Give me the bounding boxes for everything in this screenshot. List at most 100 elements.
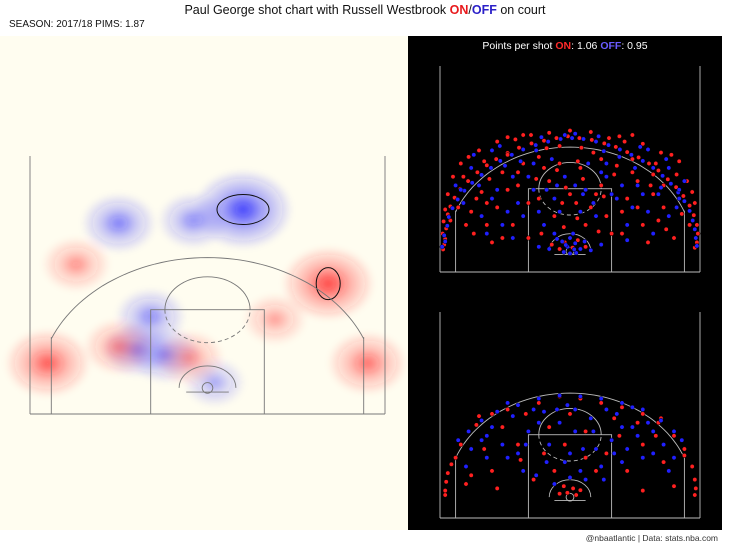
scatter-top-free-throw-top <box>538 161 602 189</box>
shot-point-off <box>488 165 494 171</box>
shot-point-off <box>629 204 635 210</box>
shot-point-on <box>609 231 615 237</box>
shot-point-on <box>661 459 667 465</box>
shot-point-off <box>549 156 555 162</box>
shot-point-on <box>619 231 625 237</box>
shot-point-on <box>510 222 516 228</box>
shot-point-on <box>505 187 511 193</box>
shot-point-off <box>692 226 698 232</box>
shot-point-on <box>665 176 671 182</box>
heat-hoop <box>201 382 214 394</box>
shot-point-on <box>583 428 589 434</box>
shot-point-off <box>572 182 578 188</box>
shot-point-off <box>446 214 452 220</box>
shot-point-off <box>663 156 669 162</box>
shot-point-on <box>691 212 697 218</box>
shot-point-off <box>559 239 565 244</box>
shot-point-on <box>679 211 685 217</box>
shot-point-off <box>515 450 521 456</box>
heat-hotspot-on <box>83 318 155 376</box>
shot-point-on <box>583 244 589 250</box>
shot-point-on <box>476 147 482 153</box>
shot-point-off <box>593 139 599 145</box>
shot-point-on <box>473 196 479 202</box>
heatmap-svg <box>4 156 408 415</box>
shot-point-on <box>541 450 547 456</box>
shot-point-on <box>603 213 609 219</box>
shot-point-on <box>598 400 604 406</box>
shot-point-off <box>619 182 625 188</box>
shot-point-off <box>469 180 475 186</box>
heatmap-panel <box>0 36 408 530</box>
shot-point-on <box>574 215 580 221</box>
shot-point-off <box>442 239 448 244</box>
shot-point-off <box>541 409 547 415</box>
shot-point-on <box>655 218 661 223</box>
shot-point-on <box>442 488 448 494</box>
shot-point-on <box>505 134 511 140</box>
shot-point-off <box>536 396 542 402</box>
shot-point-off <box>484 433 490 439</box>
shot-point-on <box>577 487 583 493</box>
shot-point-on <box>563 185 569 191</box>
shot-point-off <box>671 428 677 434</box>
shot-point-on <box>693 485 699 491</box>
heat-hotspot-on <box>155 330 225 386</box>
shot-point-off <box>533 142 539 148</box>
scatter-bottom-paint <box>527 434 613 519</box>
shot-point-off <box>564 402 570 408</box>
shot-point-on <box>453 455 459 461</box>
shot-point-on <box>489 468 495 474</box>
shot-point-on <box>515 169 521 175</box>
shot-point-off <box>660 173 666 179</box>
shot-point-off <box>598 396 604 402</box>
shot-point-off <box>533 472 539 478</box>
shot-point-on <box>661 204 667 210</box>
heat-hotspot-off <box>157 191 229 250</box>
shot-point-on <box>559 200 565 206</box>
shot-point-off <box>536 244 542 250</box>
shot-point-on <box>536 154 542 160</box>
shot-point-off <box>546 246 552 252</box>
shot-point-on <box>629 132 635 138</box>
shot-point-off <box>494 409 500 415</box>
heat-paint <box>150 309 265 415</box>
shot-point-on <box>494 139 500 145</box>
pps-on-label: ON <box>555 40 572 52</box>
shot-point-on <box>546 178 552 184</box>
scatter-top-three-point-arc <box>455 146 685 213</box>
shot-point-on <box>554 135 559 141</box>
shot-point-off <box>601 477 607 483</box>
scatter-top-points <box>439 128 701 256</box>
shot-point-off <box>598 242 604 248</box>
shot-point-off <box>509 152 515 158</box>
shot-point-on <box>515 442 521 448</box>
shot-point-off <box>494 187 500 193</box>
shot-point-on <box>613 144 619 150</box>
shot-point-on <box>673 184 679 190</box>
shot-point-on <box>624 468 630 474</box>
season-label: SEASON: 2017/18 PIMS: 1.87 <box>9 19 145 30</box>
shot-point-off <box>593 213 599 219</box>
shot-point-off <box>551 481 557 487</box>
shot-point-on <box>442 492 448 498</box>
shot-point-on <box>680 193 686 199</box>
shot-point-on <box>445 470 451 476</box>
shot-point-off <box>590 428 596 434</box>
shot-point-on <box>557 246 563 252</box>
shot-point-off <box>479 437 485 443</box>
shot-point-off <box>580 191 586 197</box>
shot-point-on <box>671 483 677 489</box>
shot-point-off <box>557 209 563 215</box>
shot-point-off <box>562 459 568 465</box>
shot-point-on <box>596 229 602 234</box>
shot-point-off <box>640 158 646 164</box>
shot-point-off <box>635 433 641 439</box>
shot-point-on <box>681 453 687 458</box>
shot-point-on <box>629 169 635 175</box>
shot-point-off <box>515 200 521 206</box>
shot-point-on <box>466 154 472 160</box>
shot-point-off <box>567 450 573 456</box>
shot-point-on <box>603 450 609 456</box>
shot-point-off <box>650 231 656 237</box>
